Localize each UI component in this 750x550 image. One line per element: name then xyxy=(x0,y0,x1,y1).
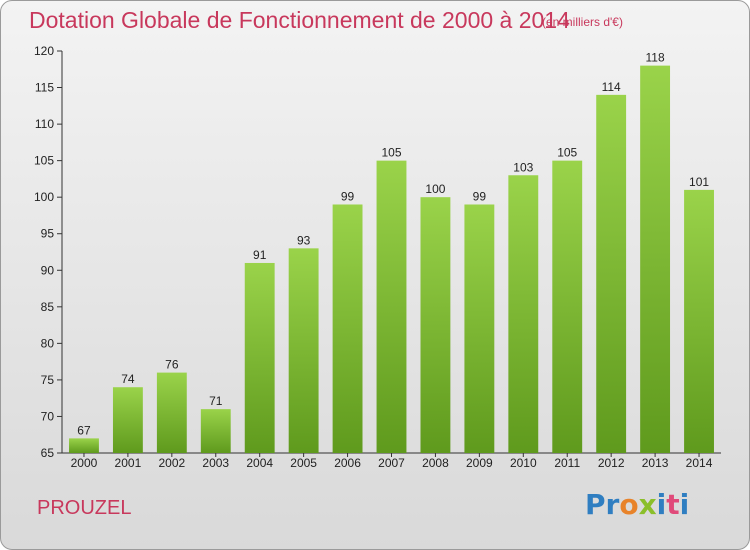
y-tick-label: 70 xyxy=(41,409,55,423)
value-label-2009: 99 xyxy=(473,189,487,203)
x-tick-label-2012: 2012 xyxy=(598,456,625,470)
logo-letter: x xyxy=(638,488,657,521)
y-tick-label: 65 xyxy=(41,446,55,460)
y-tick-label: 110 xyxy=(35,117,54,131)
x-tick-label-2011: 2011 xyxy=(554,456,580,470)
value-label-2007: 105 xyxy=(381,146,401,160)
bar-2013 xyxy=(640,65,671,454)
value-label-2006: 99 xyxy=(341,189,355,203)
value-label-2001: 74 xyxy=(121,372,135,386)
value-label-2014: 101 xyxy=(689,175,709,189)
bar-2012 xyxy=(596,94,627,453)
bar-2007 xyxy=(376,160,407,454)
bar-2005 xyxy=(288,248,319,453)
bar-2014 xyxy=(684,189,714,453)
axes: 65 70 75 80 85 90 95 100 105 110 115 120 2000 2001 200… xyxy=(34,44,721,470)
x-tick-label-2006: 2006 xyxy=(334,456,361,470)
bars-group xyxy=(69,65,714,454)
x-tick-label-2003: 2003 xyxy=(202,456,229,470)
bar-2006 xyxy=(332,204,363,453)
value-label-2003: 71 xyxy=(209,394,223,408)
bar-2010 xyxy=(508,175,539,453)
bar-2008 xyxy=(420,197,451,453)
x-tick-label-2008: 2008 xyxy=(422,456,449,470)
x-tick-label-2004: 2004 xyxy=(246,456,273,470)
bar-2002 xyxy=(156,372,187,453)
value-label-2011: 105 xyxy=(557,146,577,160)
y-tick-label: 85 xyxy=(41,300,55,314)
value-label-2013: 118 xyxy=(646,51,665,65)
value-label-2000: 67 xyxy=(77,423,91,437)
commune-name: PROUZEL xyxy=(37,497,132,519)
x-tick-label-2014: 2014 xyxy=(686,456,713,470)
x-tick-label-2009: 2009 xyxy=(466,456,493,470)
logo-letter: i xyxy=(656,488,667,521)
y-tick-label: 95 xyxy=(41,227,55,241)
value-label-2004: 91 xyxy=(253,248,267,262)
y-tick-label: 105 xyxy=(34,154,54,168)
value-label-2010: 103 xyxy=(513,160,533,174)
bar-2000 xyxy=(69,438,99,453)
value-label-2008: 100 xyxy=(425,182,445,196)
proxiti-logo: Proxiti xyxy=(585,488,689,521)
y-tick-label: 80 xyxy=(41,336,55,350)
y-tick-label: 75 xyxy=(41,373,55,387)
chart-subtitle: (en milliers d'€) xyxy=(542,15,623,29)
x-tick-label-2013: 2013 xyxy=(642,456,669,470)
bar-2001 xyxy=(112,387,143,453)
value-label-2005: 93 xyxy=(297,233,311,247)
x-tick-label-2005: 2005 xyxy=(290,456,317,470)
logo-letter: i xyxy=(679,488,690,521)
bar-2004 xyxy=(244,262,275,453)
value-label-2002: 76 xyxy=(165,358,179,372)
logo-letter: r xyxy=(605,488,620,521)
x-tick-label-2002: 2002 xyxy=(158,456,185,470)
y-tick-label: 90 xyxy=(41,263,55,277)
y-tick-label: 100 xyxy=(34,190,54,204)
x-tick-label-2010: 2010 xyxy=(510,456,537,470)
bar-2011 xyxy=(552,160,583,454)
bar-2003 xyxy=(200,409,231,453)
x-tick-label-2007: 2007 xyxy=(378,456,405,470)
x-tick-label-2001: 2001 xyxy=(115,456,142,470)
logo-letter: t xyxy=(666,488,680,521)
value-label-2012: 114 xyxy=(602,80,621,94)
y-tick-label: 115 xyxy=(35,81,54,95)
logo-letter: o xyxy=(619,488,639,521)
bar-2009 xyxy=(464,204,495,453)
x-tick-label-2000: 2000 xyxy=(71,456,98,470)
chart-title: Dotation Globale de Fonctionnement de 20… xyxy=(29,7,570,33)
logo-letter: P xyxy=(585,488,606,521)
y-tick-label: 120 xyxy=(34,44,54,58)
value-labels-group: 67 74 76 71 91 93 99 105 100 99 103 105 114 118 101 xyxy=(77,51,709,438)
